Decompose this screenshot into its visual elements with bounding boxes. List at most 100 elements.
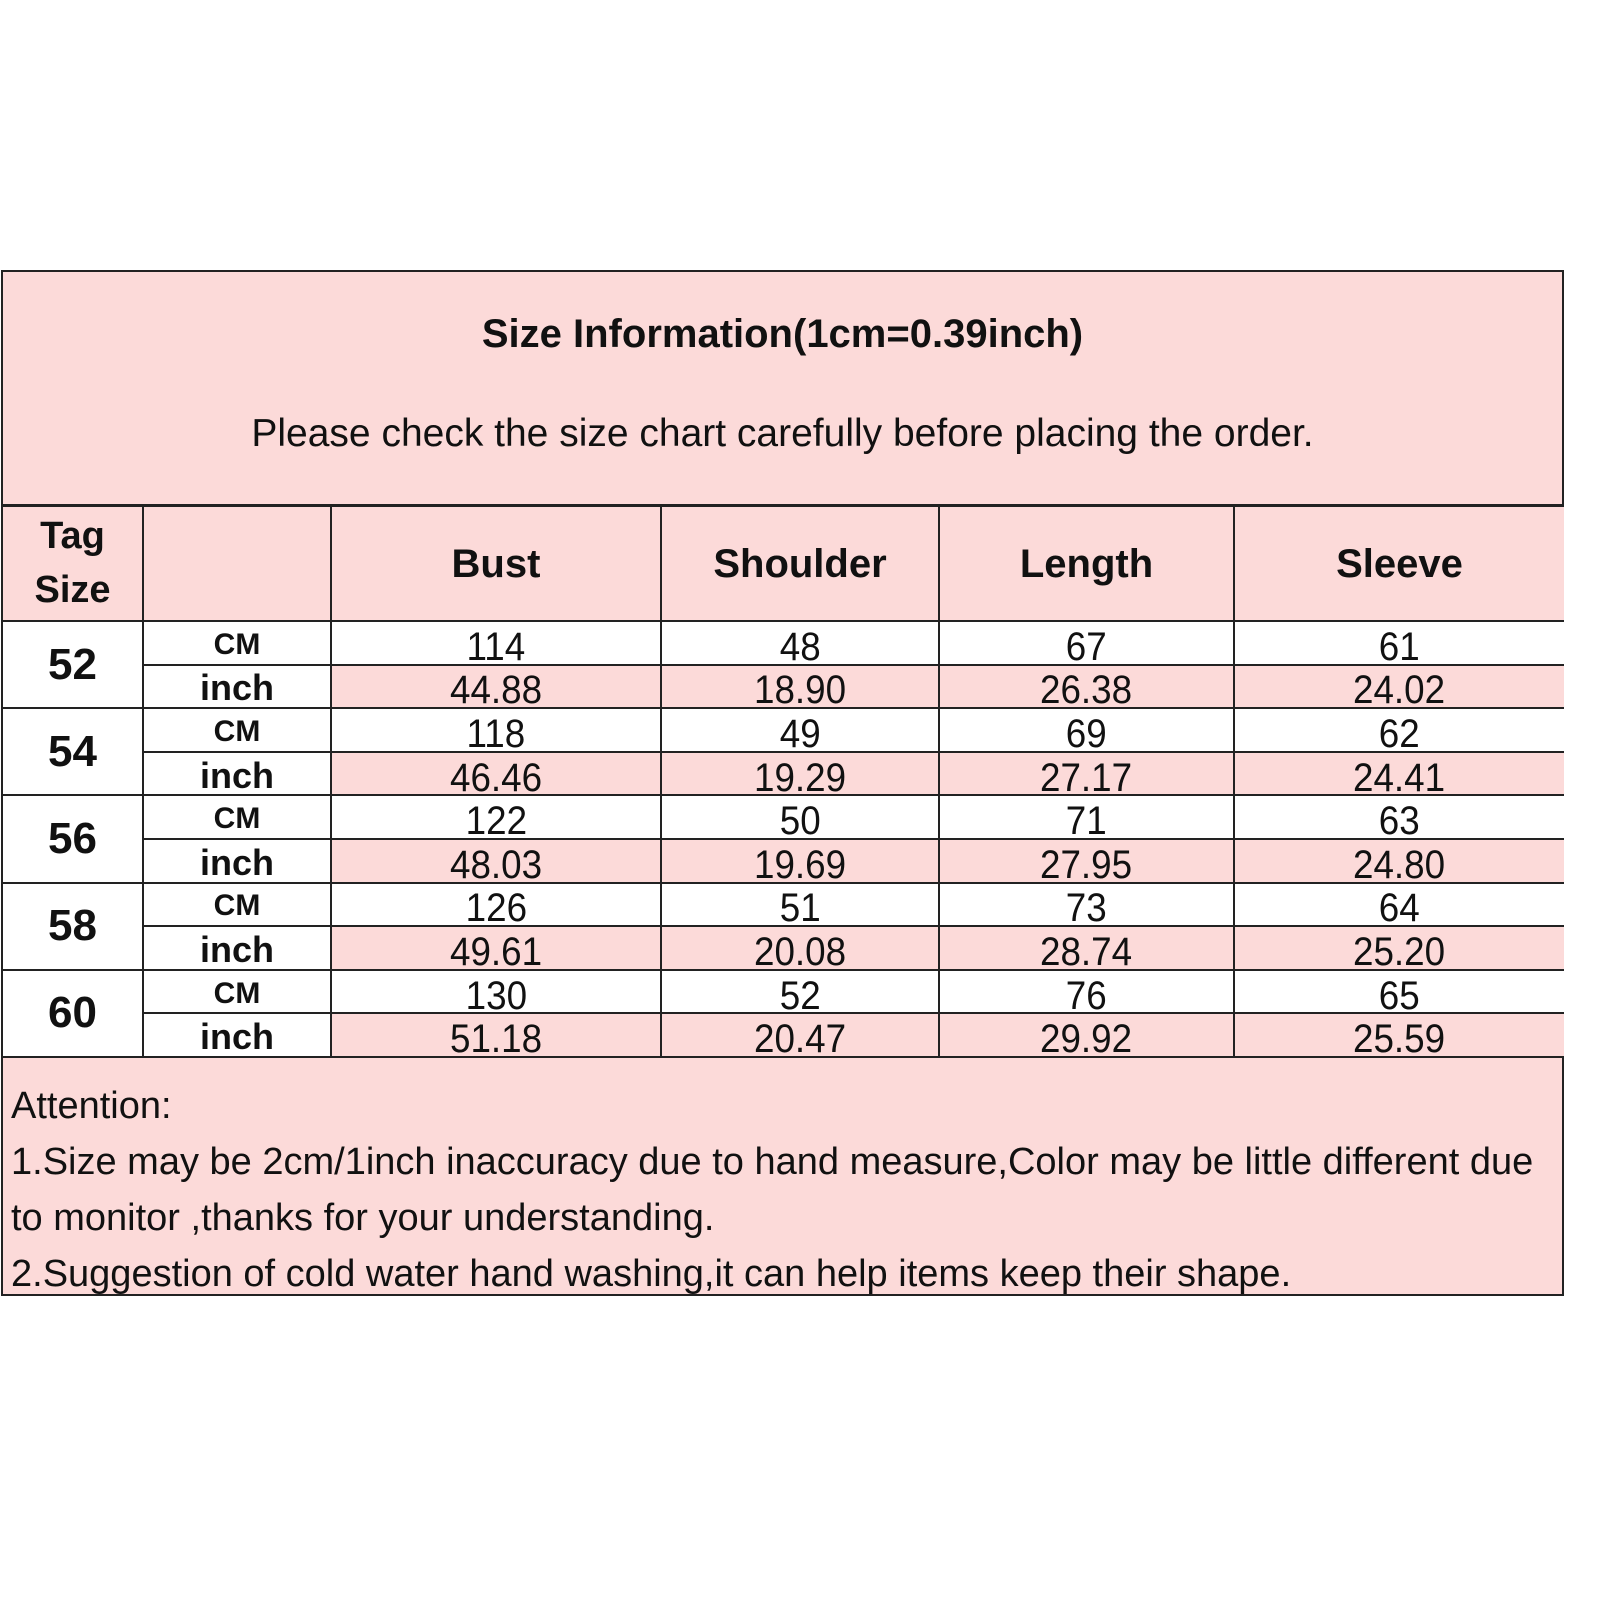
bust-value: 114 [466,624,526,665]
length-value: 73 [1066,886,1107,927]
size-chart: Size Information(1cm=0.39inch) Please ch… [1,270,1564,1296]
unit-label: inch [199,841,274,883]
shoulder-cell: 19.29 [660,750,940,797]
bust-value: 130 [465,973,527,1014]
tag-size-cell: 56 [3,794,144,884]
tag-size-cell: 52 [3,619,144,710]
shoulder-value: 20.47 [753,1017,847,1057]
column-header-bust: Bust [330,505,662,622]
length-value: 28.74 [1040,929,1133,970]
shoulder-cell: 18.90 [660,663,940,710]
chart-title: Size Information(1cm=0.39inch) [481,312,1084,356]
shoulder-value: 48 [779,624,821,665]
table-header-row: Tag Size Bust Shoulder Length Sleeve [3,505,1564,622]
table-row: 54 CM 118 49 69 62 [3,707,1564,797]
column-header-tag-size: Tag Size [3,505,144,622]
sleeve-value: 62 [1379,711,1420,752]
length-cell: 29.92 [938,1012,1235,1058]
unit-cell: inch [143,837,332,884]
bust-cell: 48.03 [330,837,662,884]
shoulder-value: 51 [779,886,821,927]
sleeve-value: 64 [1379,886,1420,927]
unit-label: inch [199,667,274,709]
bust-cell: 126 [330,881,662,928]
length-cell: 27.95 [938,837,1235,884]
unit-label: inch [199,928,274,970]
attention-notes: Attention: 1.Size may be 2cm/1inch inacc… [11,1078,1554,1302]
sleeve-value: 25.20 [1353,929,1446,970]
column-header-length: Length [938,505,1235,622]
shoulder-value: 52 [779,973,821,1014]
shoulder-value: 50 [779,799,821,839]
shoulder-cell: 50 [660,794,940,840]
bust-value: 48.03 [449,842,543,883]
sleeve-cell: 63 [1233,794,1564,840]
unit-label: inch [199,754,274,796]
bust-value: 118 [466,711,526,752]
bust-value: 51.18 [449,1017,543,1057]
shoulder-cell: 19.69 [660,837,940,884]
sleeve-value: 63 [1379,799,1420,839]
sleeve-cell: 64 [1233,881,1564,928]
sleeve-value: 24.41 [1353,755,1446,796]
unit-cell: CM [142,620,332,666]
column-header-unit [142,505,332,622]
sleeve-value: 24.02 [1353,668,1446,709]
tag-size-cell: 58 [3,881,144,971]
notes-heading: Attention: [11,1085,172,1127]
sleeve-cell: 65 [1233,968,1564,1015]
table-row: inch 44.88 18.90 26.38 24.02 [3,663,1564,710]
sleeve-cell: 62 [1233,707,1564,753]
bust-cell: 130 [330,968,662,1015]
note-item: 2.Suggestion of cold water hand washing,… [11,1253,1292,1295]
length-cell: 76 [938,968,1235,1015]
unit-cell: CM [142,707,332,753]
unit-label: inch [199,1016,274,1057]
bust-cell: 114 [330,620,662,666]
shoulder-value: 19.29 [753,755,847,796]
sleeve-cell: 25.59 [1233,1012,1564,1058]
length-value: 27.17 [1040,755,1133,796]
bust-cell: 118 [330,707,662,753]
unit-label: CM [213,802,261,836]
bust-value: 44.88 [449,668,543,709]
shoulder-cell: 20.47 [660,1012,940,1058]
shoulder-value: 20.08 [753,929,847,970]
length-cell: 73 [938,881,1235,928]
shoulder-value: 19.69 [753,842,847,883]
bust-cell: 49.61 [330,925,662,971]
sleeve-cell: 24.02 [1233,663,1564,710]
table-row: 58 CM 126 51 73 64 [3,881,1564,971]
length-cell: 71 [938,794,1235,840]
note-item: 1.Size may be 2cm/1inch inaccuracy due t… [11,1141,1534,1239]
shoulder-cell: 52 [660,968,940,1015]
sleeve-cell: 24.41 [1233,750,1564,797]
table-row: 56 CM 122 50 71 63 [3,794,1564,884]
bust-value: 122 [465,799,527,839]
unit-cell: CM [142,968,332,1015]
unit-cell: inch [143,750,332,797]
unit-label: CM [213,714,261,748]
shoulder-value: 18.90 [753,668,847,709]
length-value: 27.95 [1040,842,1133,883]
length-cell: 28.74 [938,925,1235,971]
sleeve-cell: 24.80 [1233,837,1564,884]
unit-cell: inch [143,663,332,710]
table-row: 60 CM 130 52 76 65 [3,968,1564,1058]
sleeve-value: 25.59 [1353,1017,1446,1057]
bust-cell: 46.46 [330,750,662,797]
bust-cell: 122 [330,794,662,840]
unit-cell: CM [142,794,332,840]
table-row: inch 49.61 20.08 28.74 25.20 [3,925,1564,971]
tag-size-cell: 54 [3,707,144,797]
unit-label: CM [213,976,261,1010]
bust-cell: 44.88 [330,663,662,710]
sleeve-value: 65 [1379,973,1420,1014]
unit-cell: inch [143,1012,332,1058]
length-cell: 26.38 [938,663,1235,710]
size-table: Tag Size Bust Shoulder Length Sleeve 52 C… [3,505,1564,1058]
table-row: inch 48.03 19.69 27.95 24.80 [3,837,1564,884]
tag-size-cell: 60 [3,968,144,1058]
unit-cell: inch [143,925,332,971]
unit-label: CM [213,627,261,661]
